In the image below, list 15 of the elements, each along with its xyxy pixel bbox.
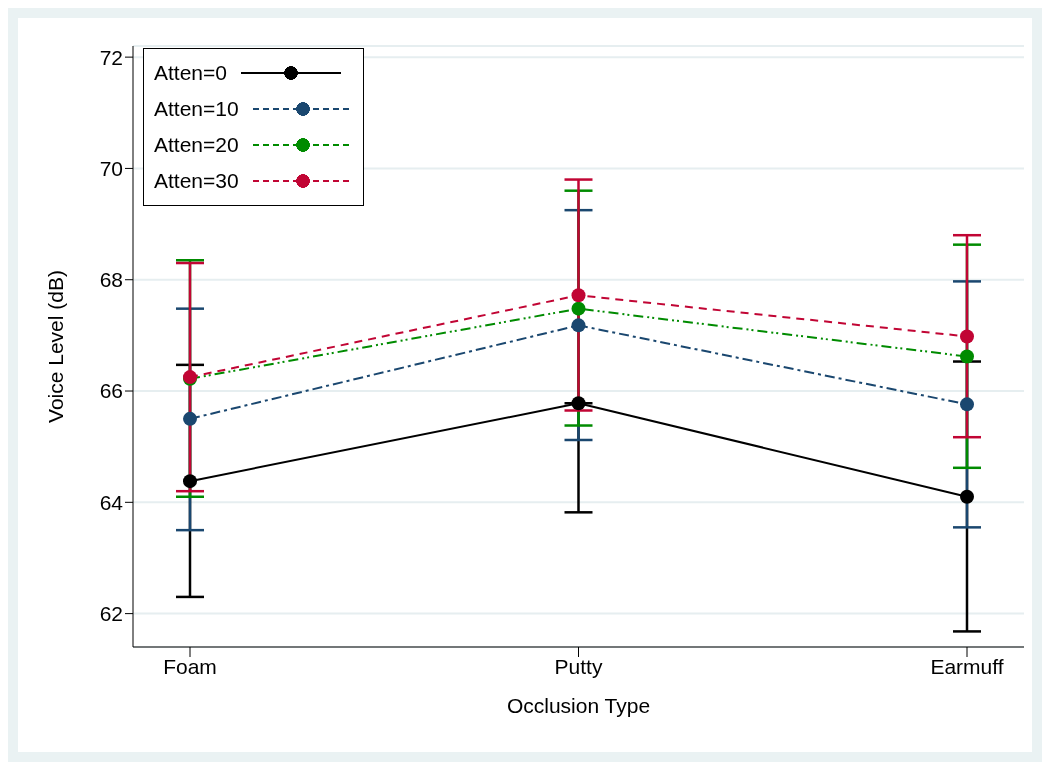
legend-label: Atten=30 <box>154 169 239 193</box>
y-axis-title: Voice Level (dB) <box>44 270 68 423</box>
x-tick-label: Earmuff <box>930 654 1004 678</box>
x-axis-title: Occlusion Type <box>506 694 651 717</box>
y-tick-label: 62 <box>99 602 123 626</box>
x-tick-label: Foam <box>163 654 217 678</box>
legend-label: Atten=20 <box>154 133 239 157</box>
y-tick-label: 68 <box>99 268 123 292</box>
y-tick-label: 66 <box>99 379 123 403</box>
legend-label: Atten=0 <box>154 61 227 85</box>
y-tick-label: 72 <box>99 45 123 69</box>
x-tick-label: Putty <box>554 654 603 678</box>
y-tick-label: 64 <box>99 490 124 514</box>
y-tick-label: 70 <box>99 156 123 180</box>
legend-label: Atten=10 <box>154 97 239 121</box>
